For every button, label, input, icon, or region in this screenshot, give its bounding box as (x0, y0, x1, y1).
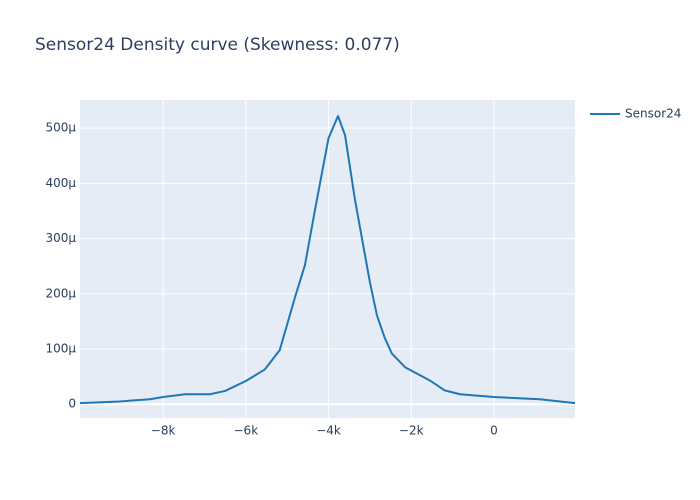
plot-area (80, 100, 575, 418)
x-tick-label: −4k (316, 424, 341, 438)
x-tick-label: −2k (399, 424, 424, 438)
x-tick-label: −6k (234, 424, 259, 438)
y-tick-label: 400μ (45, 176, 76, 190)
x-tick-label: 0 (490, 424, 498, 438)
legend-label[interactable]: Sensor24 (625, 107, 681, 121)
line (79, 115, 576, 405)
y-tick-label: 100μ (45, 341, 76, 355)
y-tick-label: 0 (68, 397, 76, 411)
y-tick-label: 500μ (45, 121, 76, 135)
x-tick-label: −8k (151, 424, 176, 438)
y-tick-label: 300μ (45, 231, 76, 245)
y-tick-label: 200μ (45, 286, 76, 300)
chart-title: Sensor24 Density curve (Skewness: 0.077) (35, 35, 400, 55)
